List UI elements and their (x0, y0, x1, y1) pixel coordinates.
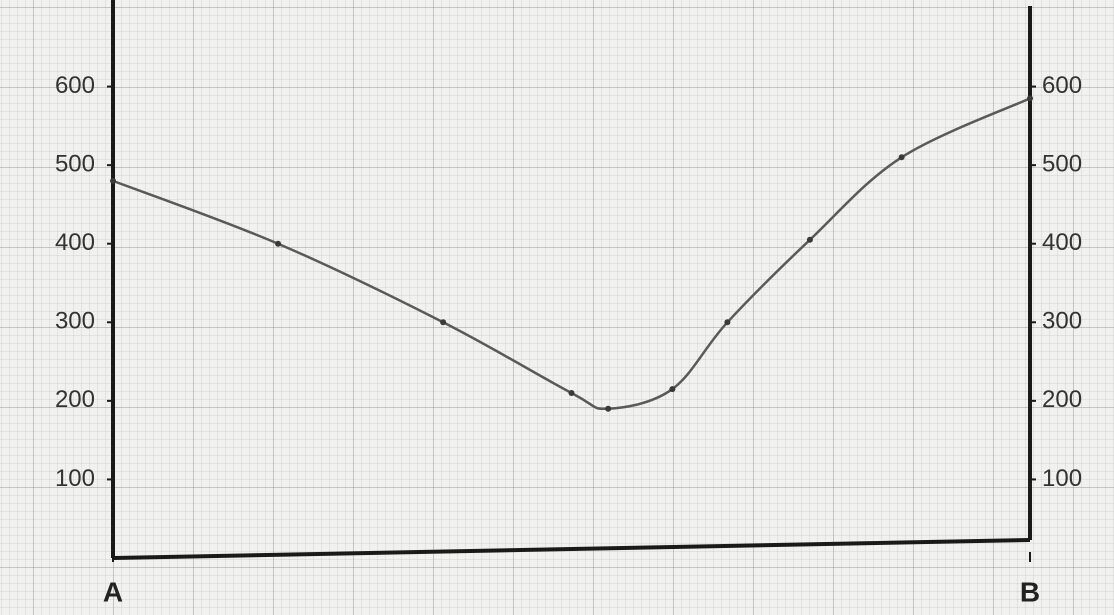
y-tick-label: 400 (55, 229, 95, 256)
data-point (669, 386, 676, 393)
profile-line (112, 97, 1031, 411)
data-point (568, 390, 575, 396)
y-tick-label: 200 (55, 386, 95, 413)
data-point (275, 240, 282, 247)
data-point (1027, 95, 1033, 102)
x-tick-label: A (103, 576, 123, 607)
data-point (110, 177, 116, 184)
y2-tick-label: 300 (1042, 308, 1082, 335)
y-tick-label: 600 (55, 72, 95, 99)
y-tick-label: 100 (55, 465, 95, 492)
data-point (605, 405, 612, 412)
data-point (898, 154, 905, 161)
x-tick-label: B (1020, 576, 1040, 607)
y2-tick-label: 500 (1042, 150, 1082, 177)
y-tick-label: 300 (55, 308, 95, 335)
y2-tick-label: 400 (1042, 229, 1082, 256)
y2-tick-label: 100 (1042, 465, 1082, 492)
data-point (806, 236, 813, 243)
data-point (724, 319, 731, 326)
y-tick-label: 500 (55, 150, 95, 177)
y2-tick-label: 600 (1042, 72, 1082, 99)
data-point (440, 319, 447, 326)
y2-tick-label: 200 (1042, 386, 1082, 413)
x-axis (112, 538, 1031, 560)
